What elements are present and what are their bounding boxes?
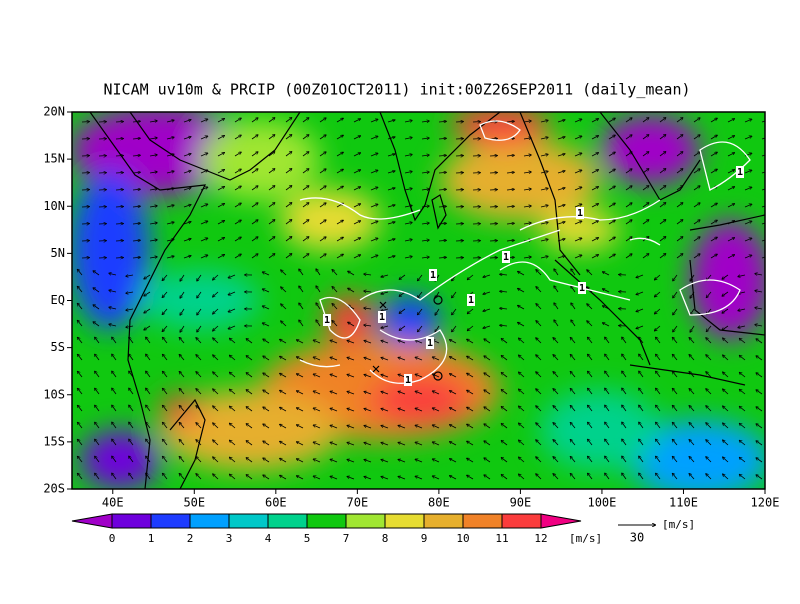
- colorbar-label: 7: [343, 532, 350, 545]
- colorbar-label: 4: [265, 532, 272, 545]
- colorbar-box: [151, 514, 190, 528]
- colorbar-unit: [m/s]: [569, 532, 602, 545]
- colorbar-box: [112, 514, 151, 528]
- colorbar-label: 2: [187, 532, 194, 545]
- colorbar-label: 12: [534, 532, 547, 545]
- reference-value: 30: [630, 531, 644, 545]
- contour-label: 1: [579, 283, 585, 294]
- colorbar-label: 0: [109, 532, 116, 545]
- colorbar-box: [190, 514, 229, 528]
- map-field: [70, 105, 770, 500]
- colorbar-label: 9: [421, 532, 428, 545]
- colorbar-low-arrow: [72, 514, 112, 528]
- x-tick-label: 90E: [510, 496, 532, 510]
- map-title: NICAM uv10m & PRCIP (00Z01OCT2011) init:…: [104, 81, 691, 99]
- colorbar-box: [385, 514, 424, 528]
- y-tick-label: EQ: [51, 293, 65, 307]
- y-tick-label: 10N: [43, 199, 65, 213]
- colorbar-label: 1: [148, 532, 155, 545]
- contour-label: 1: [324, 315, 330, 326]
- x-tick-label: 110E: [669, 496, 698, 510]
- y-tick-label: 5S: [51, 340, 65, 354]
- colorbar-box: [424, 514, 463, 528]
- contour-label: 1: [427, 338, 433, 349]
- contour-label: 1: [405, 375, 411, 386]
- contour-label: 1: [577, 208, 583, 219]
- x-tick-label: 50E: [183, 496, 205, 510]
- x-tick-label: 100E: [587, 496, 616, 510]
- y-tick-label: 20S: [43, 482, 65, 496]
- y-tick-label: 15N: [43, 152, 65, 166]
- y-tick-label: 10S: [43, 387, 65, 401]
- contour-label: 1: [430, 270, 436, 281]
- colorbar-box: [229, 514, 268, 528]
- colorbar-label: 10: [456, 532, 469, 545]
- colorbar-label: 3: [226, 532, 233, 545]
- colorbar-box: [502, 514, 541, 528]
- x-tick-label: 40E: [102, 496, 124, 510]
- contour-label: 1: [468, 295, 474, 306]
- x-tick-label: 60E: [265, 496, 287, 510]
- y-tick-label: 20N: [43, 105, 65, 119]
- colorbar-label: 8: [382, 532, 389, 545]
- x-tick-label: 120E: [751, 496, 780, 510]
- y-tick-label: 15S: [43, 434, 65, 448]
- contour-label: 1: [503, 252, 509, 263]
- colorbar-box: [307, 514, 346, 528]
- x-tick-label: 70E: [347, 496, 369, 510]
- colorbar-box: [268, 514, 307, 528]
- reference-unit: [m/s]: [662, 518, 695, 531]
- colorbar-label: 11: [495, 532, 508, 545]
- colorbar-label: 5: [304, 532, 311, 545]
- y-tick-label: 5N: [51, 246, 65, 260]
- x-tick-label: 80E: [428, 496, 450, 510]
- contour-label: 1: [379, 312, 385, 323]
- contour-label: 1: [737, 167, 743, 178]
- colorbar-box: [463, 514, 502, 528]
- colorbar-box: [346, 514, 385, 528]
- colorbar-high-arrow: [541, 514, 581, 528]
